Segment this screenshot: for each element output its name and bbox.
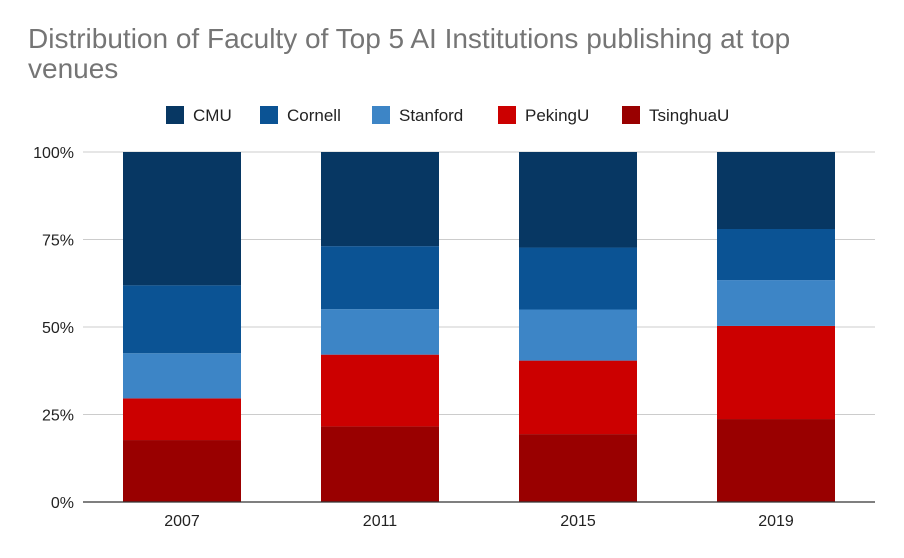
bar-segment	[717, 419, 835, 502]
bar-segment	[717, 229, 835, 281]
legend-label: Stanford	[399, 106, 463, 125]
bar-segment	[519, 309, 637, 361]
x-tick-label: 2011	[363, 513, 398, 530]
bar-segment	[519, 360, 637, 435]
bar-segment	[321, 309, 439, 355]
bar-segment	[123, 440, 241, 502]
bar-segment	[519, 247, 637, 310]
x-tick-label: 2015	[560, 513, 596, 530]
legend-swatch	[166, 106, 184, 124]
y-tick-label: 75%	[42, 233, 74, 250]
legend-swatch	[498, 106, 516, 124]
bar-segment	[519, 152, 637, 248]
legend-label: Cornell	[287, 106, 341, 125]
bar-segment	[321, 426, 439, 502]
bar-segment	[717, 152, 835, 229]
bar-segment	[717, 280, 835, 326]
x-tick-label: 2007	[164, 513, 200, 530]
legend-label: TsinghuaU	[649, 106, 729, 125]
bar-segment	[123, 353, 241, 399]
y-tick-label: 0%	[51, 495, 74, 512]
legend-swatch	[372, 106, 390, 124]
legend-label: PekingU	[525, 106, 589, 125]
legend-swatch	[622, 106, 640, 124]
y-tick-label: 100%	[33, 145, 74, 162]
bar-segment	[321, 152, 439, 247]
bar-segment	[123, 398, 241, 441]
y-tick-label: 25%	[42, 408, 74, 425]
y-tick-label: 50%	[42, 320, 74, 337]
bar-segment	[123, 152, 241, 286]
bar-segment	[717, 325, 835, 420]
legend-swatch	[260, 106, 278, 124]
legend-label: CMU	[193, 106, 232, 125]
bar-segment	[123, 285, 241, 354]
chart-title: Distribution of Faculty of Top 5 AI Inst…	[28, 23, 791, 84]
bar-segment	[321, 246, 439, 310]
bar-segment	[519, 434, 637, 502]
bar-segment	[321, 354, 439, 427]
x-tick-label: 2019	[758, 513, 794, 530]
